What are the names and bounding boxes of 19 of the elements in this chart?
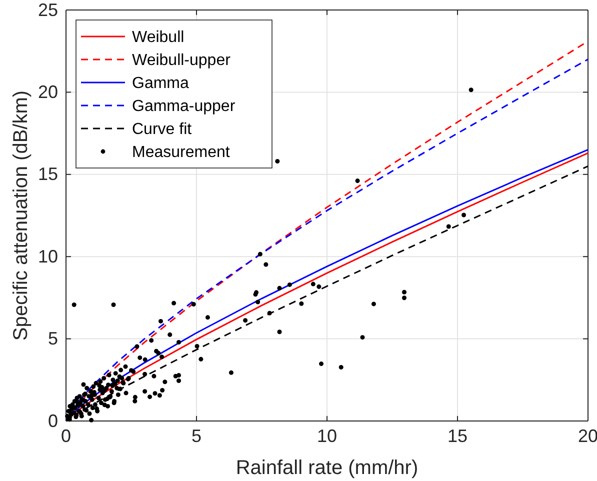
legend-label: Weibull-upper	[132, 52, 232, 70]
y-tick-label: 0	[48, 410, 58, 431]
x-tick-label: 5	[191, 426, 202, 446]
y-axis-title: Specific attenuation (dB/km)	[10, 90, 32, 341]
legend-label: Weibull	[132, 29, 184, 46]
legend-label: Curve fit	[132, 121, 192, 138]
legend-label: Gamma	[132, 75, 189, 92]
x-tick-label: 10	[316, 426, 338, 446]
y-tick-label: 10	[38, 246, 58, 266]
y-tick-label: 5	[48, 328, 58, 349]
legend-label: Gamma-upper	[132, 98, 236, 116]
y-tick-label: 15	[38, 164, 58, 184]
y-tick-label: 25	[38, 0, 58, 20]
legend-label: Measurement	[132, 144, 230, 162]
x-tick-label: 0	[60, 426, 72, 446]
x-tick-label: 20	[578, 426, 597, 446]
y-tick-label: 20	[38, 82, 58, 102]
x-axis-title: Rainfall rate (mm/hr)	[236, 457, 418, 479]
x-tick-label: 15	[447, 426, 468, 446]
